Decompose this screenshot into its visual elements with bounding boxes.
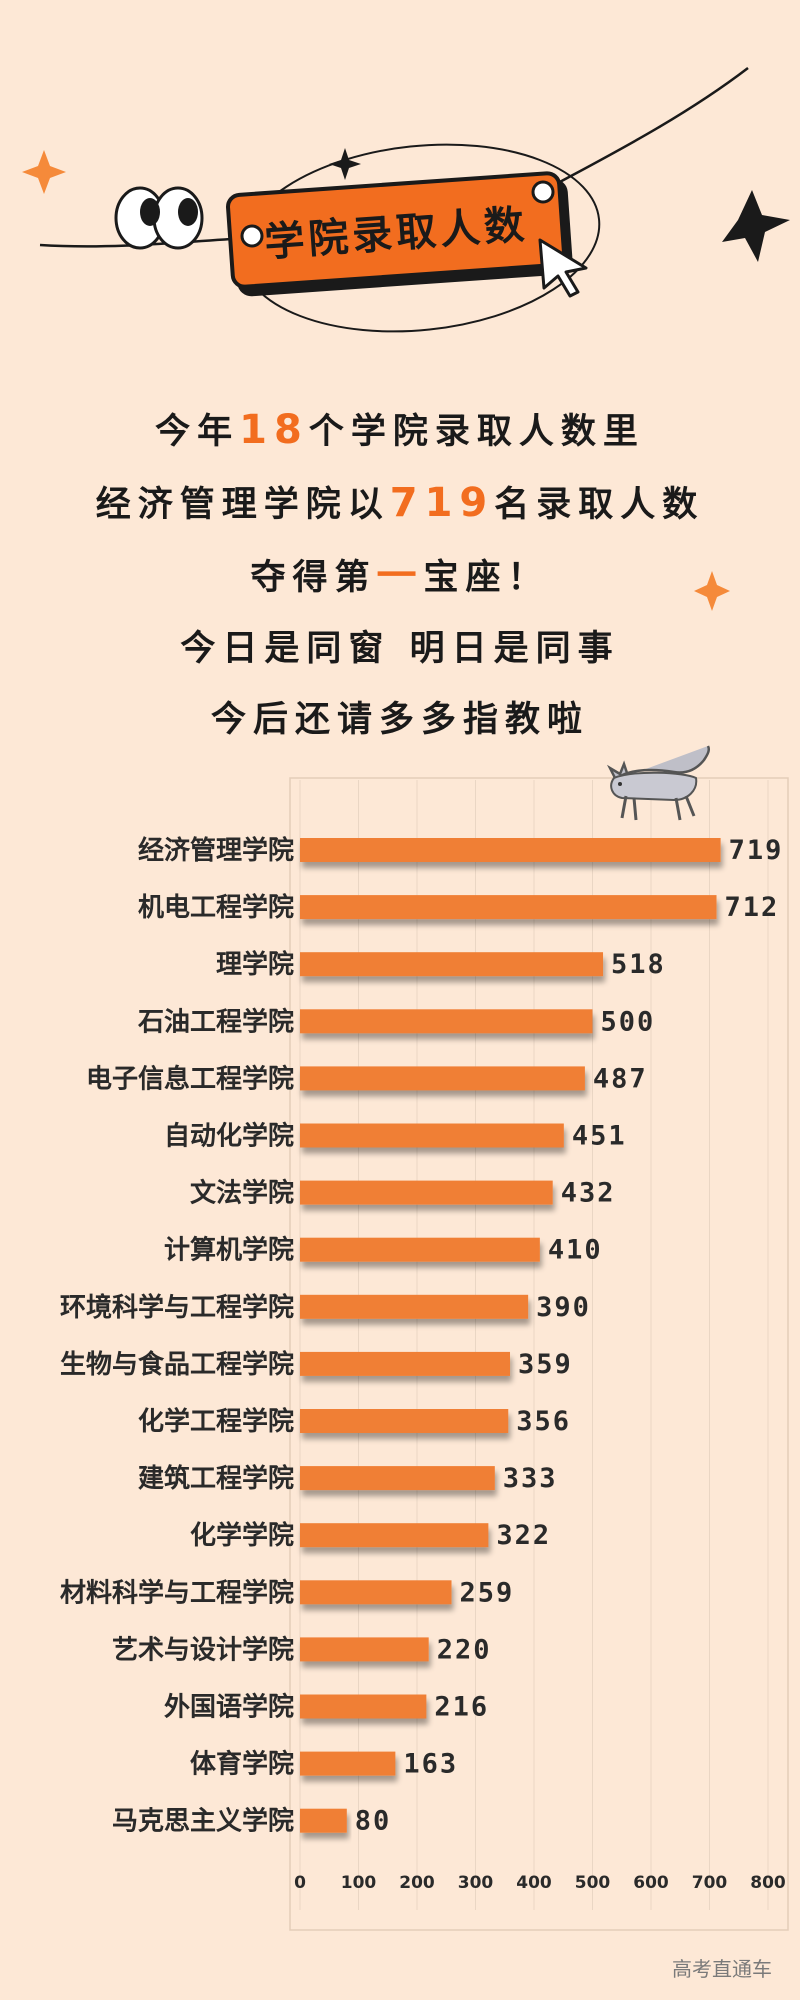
x-tick-label: 500 — [575, 1873, 611, 1893]
intro-text: 今年18个学院录取人数里 经济管理学院以719名录取人数 夺得第一宝座！ 今日是… — [0, 395, 800, 756]
sparkle-icon — [694, 571, 730, 611]
category-label: 马克思主义学院 — [112, 1806, 294, 1837]
x-tick-label: 200 — [399, 1873, 435, 1893]
star-icon — [329, 148, 361, 180]
intro-text-part: 夺得第 — [250, 558, 377, 598]
bar — [300, 1751, 396, 1776]
eyes-icon — [114, 186, 204, 250]
bar — [300, 1180, 553, 1205]
plot-frame — [289, 777, 789, 1931]
bar — [300, 1237, 540, 1262]
value-labels: 719 712 518 500 487 451 432 410 390 359 356 333 322 2… — [355, 835, 784, 1837]
intro-text-part: 宝座！ — [423, 558, 550, 598]
bar — [300, 1523, 489, 1548]
grid-lines — [299, 780, 769, 1910]
header-overlay — [240, 180, 588, 298]
category-label: 体育学院 — [190, 1749, 294, 1780]
category-label: 环境科学与工程学院 — [60, 1292, 294, 1323]
intro-line-1: 今年18个学院录取人数里 — [0, 395, 800, 468]
value-label: 359 — [518, 1349, 573, 1380]
bar — [300, 1694, 427, 1719]
intro-text-part: 个学院录取人数里 — [308, 412, 645, 452]
string-line-right — [544, 67, 749, 192]
bar — [300, 895, 717, 920]
x-tick-label: 700 — [692, 1873, 728, 1893]
highlight-number: 719 — [389, 480, 495, 526]
value-label: 487 — [593, 1063, 648, 1094]
cat-icon — [606, 745, 711, 821]
intro-line-4: 今日是同窗 明日是同事 — [180, 629, 620, 669]
category-label: 理学院 — [216, 949, 294, 980]
watermark: 高考直通车 — [672, 1957, 772, 1981]
intro-line-3: 夺得第一宝座！ — [0, 541, 800, 614]
value-label: 80 — [355, 1806, 392, 1837]
bar — [300, 952, 604, 977]
category-label: 化学学院 — [190, 1520, 294, 1551]
bars — [300, 838, 721, 1833]
bar-chart: 经济管理学院 机电工程学院理学院石油工程学院电子信息工程学院自动化学院文法学院计算… — [0, 740, 800, 1940]
intro-line-5: 今后还请多多指教啦 — [210, 700, 589, 740]
value-label: 356 — [516, 1406, 571, 1437]
category-label: 电子信息工程学院 — [86, 1063, 294, 1094]
category-label: 文法学院 — [190, 1178, 294, 1209]
value-label: 216 — [434, 1692, 489, 1723]
bar — [300, 1066, 585, 1091]
category-label: 建筑工程学院 — [138, 1463, 294, 1494]
x-tick-label: 400 — [516, 1873, 552, 1893]
pin-left — [240, 224, 264, 248]
bar — [300, 1637, 429, 1662]
value-label: 518 — [611, 949, 666, 980]
header-decoration — [22, 67, 790, 333]
value-label: 451 — [572, 1121, 627, 1152]
x-tick-label: 300 — [458, 1873, 494, 1893]
pin-right — [531, 180, 555, 204]
value-label: 432 — [561, 1178, 616, 1209]
bar — [300, 1123, 564, 1148]
category-label: 计算机学院 — [164, 1235, 294, 1266]
x-axis-ticks: 0 100 200 300 400 500 600 700 800 — [294, 1873, 786, 1893]
bar — [300, 838, 721, 862]
category-label: 石油工程学院 — [137, 1006, 294, 1037]
bar — [300, 1009, 593, 1034]
value-label: 322 — [496, 1520, 551, 1551]
x-tick-label: 0 — [294, 1873, 306, 1893]
bar — [300, 1466, 495, 1491]
x-tick-label: 100 — [341, 1873, 377, 1893]
value-label: 163 — [403, 1749, 458, 1780]
chart-svg: 经济管理学院机电工程学院理学院石油工程学院电子信息工程学院自动化学院文法学院计算… — [60, 745, 789, 1931]
value-label: 259 — [460, 1577, 515, 1608]
value-label: 333 — [503, 1463, 558, 1494]
category-labels: 经济管理学院机电工程学院理学院石油工程学院电子信息工程学院自动化学院文法学院计算… — [60, 835, 294, 1837]
bar — [300, 1580, 452, 1605]
highlight-number: 一 — [376, 553, 424, 599]
category-label: 生物与食品工程学院 — [60, 1349, 294, 1380]
category-label: 外国语学院 — [164, 1692, 294, 1723]
intro-line-2: 经济管理学院以719名录取人数 — [0, 468, 800, 541]
intro-text-part: 今年 — [155, 412, 240, 452]
star-icon — [722, 190, 790, 262]
x-tick-label: 600 — [633, 1873, 669, 1893]
bar — [300, 1808, 347, 1833]
bar — [300, 1351, 511, 1376]
category-label: 化学工程学院 — [138, 1406, 294, 1437]
highlight-number: 18 — [239, 407, 309, 453]
bar — [300, 1409, 509, 1433]
sparkle-icon — [22, 150, 66, 194]
value-label: 220 — [437, 1634, 492, 1665]
intro-text-part: 名录取人数 — [494, 485, 705, 525]
intro-text-part: 经济管理学院以 — [95, 485, 390, 525]
value-label: 712 — [725, 892, 780, 923]
value-label: 410 — [548, 1235, 603, 1266]
value-label: 719 — [729, 835, 784, 866]
category-label: 经济管理学院 — [138, 835, 294, 866]
value-label: 500 — [601, 1006, 656, 1037]
value-label: 390 — [536, 1292, 591, 1323]
category-label: 材料科学与工程学院 — [60, 1577, 294, 1608]
category-label: 机电工程学院 — [138, 892, 294, 923]
x-tick-label: 800 — [750, 1873, 786, 1893]
category-label: 自动化学院 — [164, 1121, 294, 1152]
cursor-icon — [538, 238, 588, 298]
category-label: 艺术与设计学院 — [112, 1634, 294, 1665]
bar — [300, 1294, 529, 1319]
